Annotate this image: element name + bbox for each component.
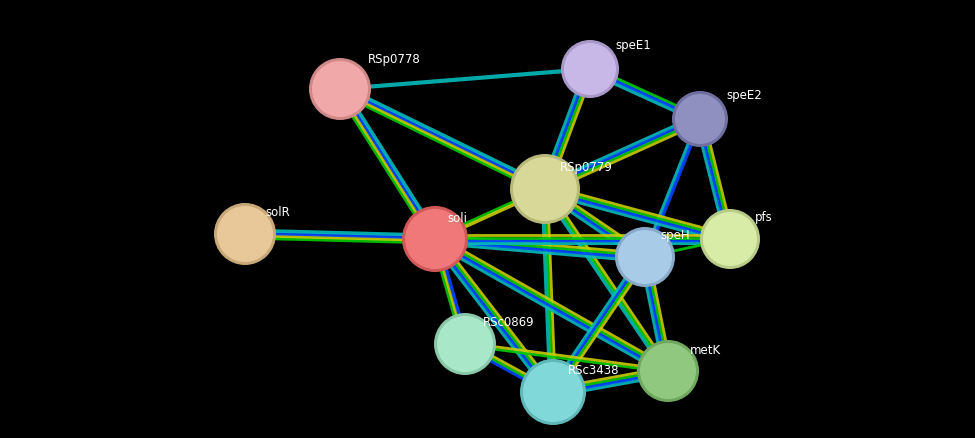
Circle shape	[703, 212, 757, 266]
Circle shape	[402, 207, 468, 272]
Circle shape	[640, 343, 696, 399]
Circle shape	[312, 62, 368, 118]
Text: pfs: pfs	[755, 211, 773, 224]
Circle shape	[700, 209, 760, 269]
Text: speE2: speE2	[726, 88, 761, 101]
Circle shape	[217, 207, 273, 262]
Circle shape	[637, 340, 699, 402]
Circle shape	[618, 230, 672, 284]
Circle shape	[561, 41, 619, 99]
Text: RSc0869: RSc0869	[483, 315, 534, 328]
Text: RSp0778: RSp0778	[368, 53, 421, 66]
Text: metK: metK	[690, 343, 722, 356]
Circle shape	[675, 95, 725, 145]
Circle shape	[510, 155, 580, 225]
Circle shape	[214, 204, 276, 265]
Text: solR: solR	[265, 205, 290, 218]
Circle shape	[513, 158, 577, 222]
Circle shape	[434, 313, 496, 375]
Text: speE1: speE1	[615, 39, 650, 51]
Circle shape	[523, 362, 583, 422]
Text: RSp0779: RSp0779	[560, 161, 613, 174]
Circle shape	[672, 92, 728, 148]
Circle shape	[520, 359, 586, 425]
Text: speH: speH	[660, 228, 689, 241]
Circle shape	[405, 209, 465, 269]
Circle shape	[564, 44, 616, 96]
Text: RSc3438: RSc3438	[568, 363, 619, 376]
Text: soli: soli	[447, 211, 467, 224]
Circle shape	[615, 227, 675, 287]
Circle shape	[437, 316, 493, 372]
Circle shape	[309, 59, 371, 121]
